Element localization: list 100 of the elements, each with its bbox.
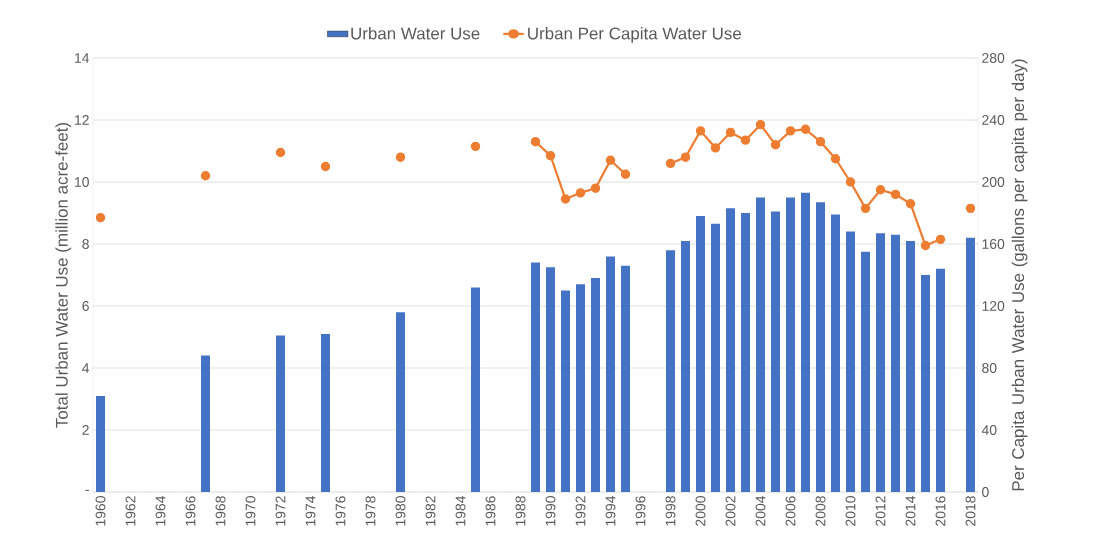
x-tick-label: 2012 bbox=[875, 496, 886, 526]
point bbox=[680, 152, 691, 162]
point bbox=[320, 161, 331, 172]
bar bbox=[96, 395, 105, 492]
bar bbox=[921, 275, 930, 492]
y-tick-label: 6 bbox=[82, 301, 89, 311]
y2-tick-label: 40 bbox=[981, 425, 997, 435]
x-tick-label: 2014 bbox=[905, 495, 916, 526]
x-tick-label: 1964 bbox=[155, 495, 166, 526]
bar bbox=[936, 268, 945, 492]
y2-axis-title: Per Capita Urban Water Use (gallons per capita per day) bbox=[1011, 59, 1028, 491]
point bbox=[815, 137, 826, 147]
x-tick-label: 2010 bbox=[845, 496, 856, 526]
x-tick-label: 1994 bbox=[605, 495, 616, 526]
point bbox=[800, 124, 811, 134]
y-tick-label: 2 bbox=[82, 425, 89, 435]
x-tick-label: 1974 bbox=[305, 495, 316, 526]
x-tick-label: 2018 bbox=[965, 496, 976, 526]
point bbox=[740, 135, 751, 145]
y2-tick-label: 80 bbox=[982, 363, 997, 373]
bar bbox=[321, 333, 330, 492]
y-tick-label: 12 bbox=[75, 115, 89, 125]
y-tick-label: 14 bbox=[75, 53, 90, 63]
bar bbox=[966, 237, 975, 492]
bar bbox=[816, 202, 825, 492]
bar bbox=[726, 208, 735, 492]
x-tick-label: 1986 bbox=[485, 496, 496, 526]
x-tick-label: 1996 bbox=[635, 496, 646, 526]
point bbox=[860, 203, 871, 214]
point bbox=[965, 203, 976, 214]
bar bbox=[786, 197, 795, 492]
x-tick-label: 2006 bbox=[785, 496, 796, 526]
x-tick-label: 1998 bbox=[665, 496, 676, 526]
y2-tick-label: 0 bbox=[982, 487, 989, 497]
x-tick-label: 1962 bbox=[125, 496, 136, 526]
x-tick-label: 1982 bbox=[425, 496, 436, 526]
bar bbox=[696, 216, 705, 492]
x-tick-label: 1978 bbox=[365, 496, 376, 526]
y2-tick-label: 200 bbox=[982, 177, 1005, 187]
bar bbox=[861, 251, 870, 492]
x-tick-label: 1960 bbox=[95, 496, 106, 526]
point bbox=[530, 137, 541, 147]
point bbox=[545, 150, 556, 161]
bar bbox=[531, 262, 540, 492]
point bbox=[830, 154, 841, 164]
point bbox=[470, 141, 481, 152]
point bbox=[275, 147, 286, 158]
x-tick-label: 1970 bbox=[245, 496, 256, 526]
y-tick-label: 10 bbox=[75, 177, 89, 187]
point bbox=[890, 189, 901, 200]
bar bbox=[741, 213, 750, 492]
bar bbox=[561, 290, 570, 492]
bar bbox=[471, 287, 480, 492]
x-tick-label: 1972 bbox=[275, 496, 286, 526]
point bbox=[665, 158, 676, 169]
point bbox=[710, 143, 721, 153]
x-tick-label: 1988 bbox=[515, 496, 526, 526]
bar bbox=[876, 233, 885, 492]
bar bbox=[591, 278, 600, 492]
x-tick-label: 1976 bbox=[335, 496, 346, 526]
point bbox=[755, 119, 766, 130]
point bbox=[395, 152, 406, 162]
point bbox=[770, 140, 781, 150]
point bbox=[875, 185, 886, 195]
y-tick-label: - bbox=[85, 489, 89, 491]
point bbox=[935, 234, 946, 245]
bar bbox=[711, 223, 720, 492]
x-tick-label: 1984 bbox=[455, 495, 466, 526]
bar bbox=[606, 256, 615, 492]
point bbox=[560, 194, 571, 204]
legend-label: Urban Per Capita Water Use bbox=[528, 27, 741, 43]
point bbox=[785, 126, 796, 136]
y2-tick-label: 160 bbox=[982, 239, 1005, 249]
x-tick-label: 1992 bbox=[575, 496, 586, 526]
bar bbox=[801, 192, 810, 492]
point bbox=[920, 240, 931, 251]
bar bbox=[666, 250, 675, 492]
y2-tick-label: 280 bbox=[982, 53, 1005, 63]
x-tick-label: 1968 bbox=[215, 496, 226, 526]
y-tick-label: 8 bbox=[82, 239, 89, 249]
legend-label: Urban Water Use bbox=[351, 27, 480, 40]
bar bbox=[576, 284, 585, 492]
x-tick-label: 2002 bbox=[725, 496, 736, 526]
bar bbox=[771, 211, 780, 492]
bar bbox=[201, 355, 210, 492]
point bbox=[95, 212, 106, 223]
x-tick-label: 2000 bbox=[695, 496, 706, 526]
bar bbox=[396, 312, 405, 492]
x-tick-label: 2008 bbox=[815, 496, 826, 526]
bar bbox=[276, 335, 285, 492]
bar bbox=[756, 197, 765, 492]
y2-tick-label: 120 bbox=[982, 301, 1005, 311]
point bbox=[605, 155, 616, 165]
bar bbox=[831, 214, 840, 492]
y2-tick-label: 240 bbox=[982, 115, 1005, 125]
point bbox=[575, 188, 586, 198]
bar bbox=[681, 240, 690, 492]
y-axis-title: Total Urban Water Use (million acre-feet) bbox=[55, 122, 72, 428]
bar bbox=[846, 231, 855, 492]
bar bbox=[906, 240, 915, 492]
